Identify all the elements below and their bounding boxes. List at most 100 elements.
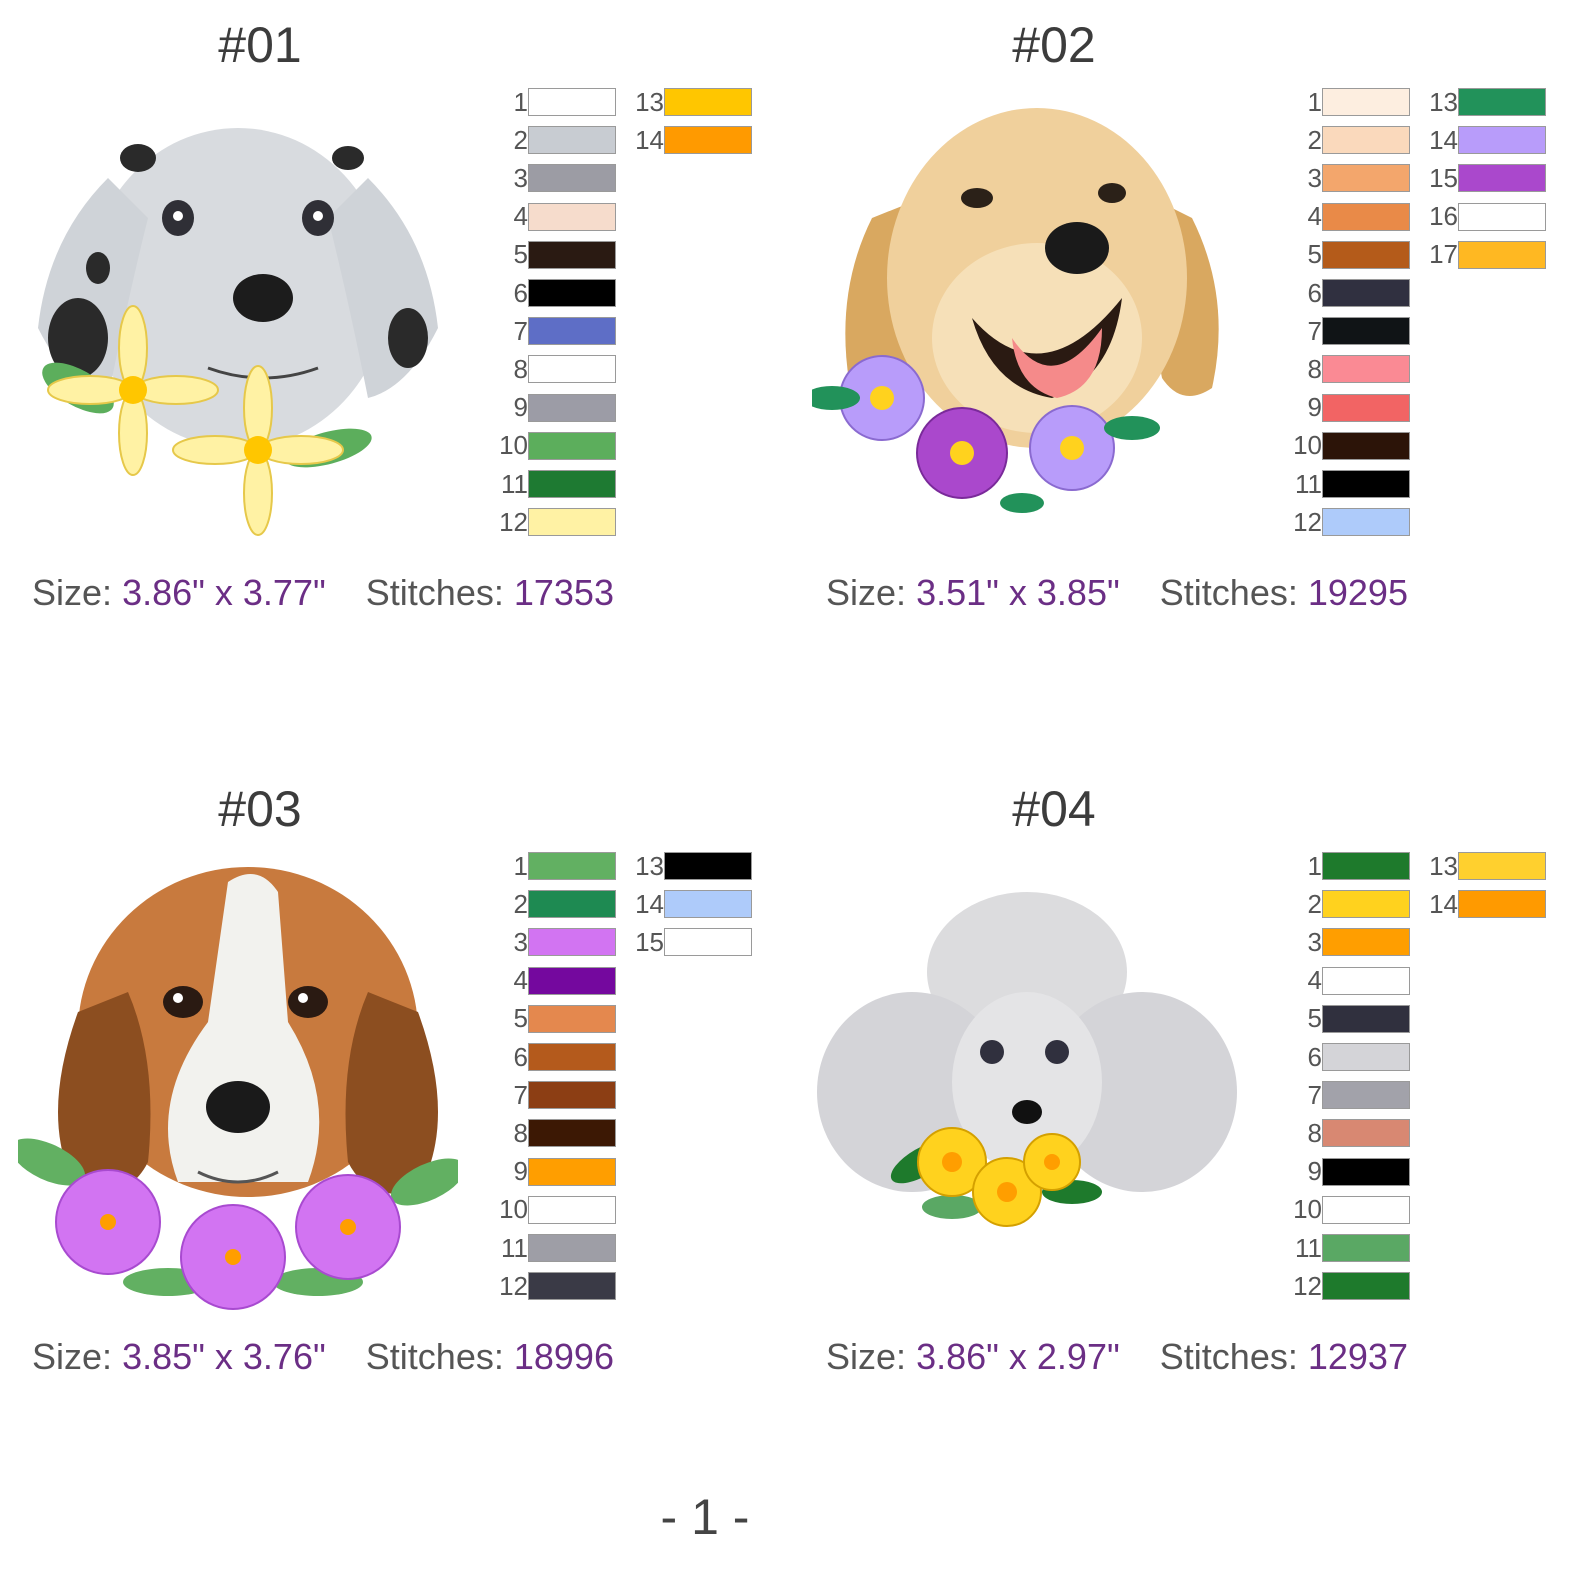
thread-color-swatch (528, 1081, 616, 1110)
thread-color-number: 7 (513, 1079, 528, 1110)
thread-color-row: 8 (1284, 353, 1410, 385)
thread-color-swatch (528, 279, 616, 307)
thread-color-swatch (528, 164, 616, 193)
thread-color-swatch (1322, 1234, 1410, 1262)
thread-color-swatch (1322, 1119, 1410, 1148)
thread-color-row: 4 (490, 201, 616, 233)
size-label: Size: (826, 1336, 907, 1377)
thread-color-row: 12 (490, 506, 616, 538)
thread-color-number: 13 (635, 850, 664, 881)
stitches-value: 12937 (1307, 1336, 1408, 1377)
thread-color-number: 9 (513, 392, 528, 423)
design-title: #02 (1012, 17, 1096, 73)
thread-color-swatch (528, 1004, 616, 1033)
size-value: 3.86" x 3.77" (122, 572, 326, 613)
thread-color-swatch (1458, 126, 1546, 155)
thread-color-row: 3 (1284, 926, 1410, 958)
thread-color-swatch (664, 88, 752, 116)
thread-color-number: 3 (1307, 162, 1322, 193)
design-card-04: #04 1 2 3 4 5 6 7 8 9 10 11 12 13 14 Size: 3.86" x 2 (794, 764, 1588, 1524)
thread-color-swatch (1322, 355, 1410, 384)
dalmatian-art (38, 128, 438, 536)
thread-color-swatch (528, 1043, 616, 1071)
thread-color-swatch (1322, 966, 1410, 995)
thread-color-row: 17 (1420, 239, 1546, 271)
thread-color-swatch (528, 1272, 616, 1301)
thread-color-swatch (1322, 928, 1410, 957)
thread-color-row: 2 (490, 888, 616, 920)
thread-color-row: 6 (490, 277, 616, 309)
thread-color-row: 14 (1420, 124, 1546, 156)
page-number: - 1 - (660, 1489, 750, 1545)
thread-color-swatch (1458, 852, 1546, 880)
thread-color-swatch (1322, 508, 1410, 537)
thread-color-row: 1 (490, 850, 616, 882)
thread-color-number: 14 (1429, 124, 1458, 155)
thread-color-number: 1 (1307, 850, 1322, 881)
thread-color-number: 11 (501, 468, 528, 499)
thread-color-number: 10 (499, 430, 528, 461)
thread-color-row: 6 (1284, 1041, 1410, 1073)
thread-color-number: 16 (1429, 201, 1458, 232)
size-value: 3.85" x 3.76" (122, 1336, 326, 1377)
size-value: 3.51" x 3.85" (916, 572, 1120, 613)
thread-color-row: 9 (490, 1156, 616, 1188)
thread-color-row: 5 (490, 1003, 616, 1035)
thread-color-swatch (528, 1119, 616, 1148)
thread-color-swatch (1458, 88, 1546, 116)
thread-color-swatch (528, 1157, 616, 1186)
thread-color-row: 13 (626, 86, 752, 118)
thread-color-swatch (1322, 1272, 1410, 1301)
thread-color-chart: 1 2 3 4 5 6 7 8 9 10 11 12 13 14 (1284, 850, 1584, 1310)
thread-color-row: 9 (490, 392, 616, 424)
thread-color-number: 13 (635, 86, 664, 117)
thread-color-number: 5 (513, 239, 528, 270)
thread-color-chart: 1 2 3 4 5 6 7 8 9 10 11 12 13 14 (490, 86, 790, 546)
thread-color-swatch (1322, 890, 1410, 919)
thread-color-row: 2 (1284, 124, 1410, 156)
thread-color-row: 10 (1284, 430, 1410, 462)
thread-color-number: 15 (635, 926, 664, 957)
thread-color-number: 12 (499, 1270, 528, 1301)
thread-color-number: 6 (513, 1041, 528, 1072)
thread-color-row: 7 (490, 1079, 616, 1111)
thread-color-row: 12 (490, 1270, 616, 1302)
thread-color-number: 5 (1307, 1003, 1322, 1034)
thread-color-number: 11 (501, 1232, 528, 1263)
size-label: Size: (32, 1336, 113, 1377)
thread-color-number: 8 (1307, 1117, 1322, 1148)
thread-color-swatch (1458, 240, 1546, 269)
thread-color-row: 11 (490, 468, 616, 500)
thread-color-row: 14 (626, 124, 752, 156)
thread-color-number: 5 (1307, 239, 1322, 270)
thread-color-number: 9 (1307, 392, 1322, 423)
thread-color-row: 11 (1284, 1232, 1410, 1264)
thread-color-number: 2 (1307, 124, 1322, 155)
thread-color-swatch (1322, 852, 1410, 880)
thread-color-number: 2 (513, 888, 528, 919)
thread-color-swatch (1458, 202, 1546, 231)
thread-color-number: 10 (1293, 1194, 1322, 1225)
thread-color-swatch (1322, 1004, 1410, 1033)
thread-color-swatch (1322, 470, 1410, 498)
thread-color-row: 5 (1284, 1003, 1410, 1035)
thread-color-row: 13 (626, 850, 752, 882)
thread-color-swatch (664, 852, 752, 880)
thread-color-row: 9 (1284, 392, 1410, 424)
thread-color-chart: 1 2 3 4 5 6 7 8 9 10 11 12 13 14 15 16 17 (1284, 86, 1584, 546)
design-info: Size: 3.86" x 2.97" Stitches: 12937 (826, 1336, 1408, 1378)
dalmatian-embroidery-image (18, 98, 458, 548)
thread-color-number: 12 (1293, 1270, 1322, 1301)
thread-color-row: 3 (1284, 162, 1410, 194)
thread-color-number: 3 (513, 926, 528, 957)
thread-color-swatch (528, 1234, 616, 1262)
thread-color-row: 1 (1284, 86, 1410, 118)
stitches-label: Stitches: (365, 572, 504, 613)
thread-color-number: 3 (513, 162, 528, 193)
thread-color-number: 3 (1307, 926, 1322, 957)
thread-color-row: 4 (1284, 965, 1410, 997)
thread-color-swatch (1322, 1195, 1410, 1224)
thread-color-number: 9 (1307, 1156, 1322, 1187)
thread-color-row: 10 (490, 430, 616, 462)
thread-color-row: 6 (1284, 277, 1410, 309)
